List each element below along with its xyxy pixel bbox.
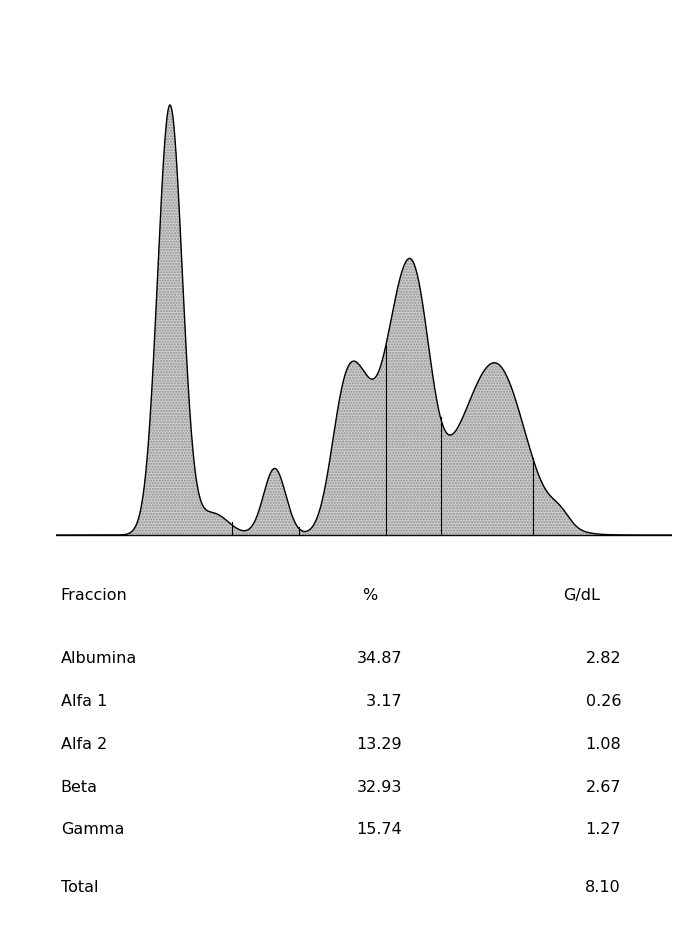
Text: Fraccion: Fraccion [61, 588, 127, 603]
Text: Beta: Beta [61, 780, 98, 795]
Text: 3.17: 3.17 [361, 695, 402, 709]
Text: 15.74: 15.74 [356, 822, 402, 837]
Text: 13.29: 13.29 [356, 737, 402, 752]
Text: Alfa 1: Alfa 1 [61, 695, 107, 709]
Text: G/dL: G/dL [563, 588, 600, 603]
Text: 32.93: 32.93 [357, 780, 402, 795]
Text: Total: Total [61, 880, 98, 895]
Text: 1.27: 1.27 [585, 822, 621, 837]
Text: Gamma: Gamma [61, 822, 124, 837]
Text: 1.08: 1.08 [585, 737, 621, 752]
Text: Albumina: Albumina [61, 651, 137, 666]
Text: 2.82: 2.82 [585, 651, 621, 666]
Text: 8.10: 8.10 [585, 880, 621, 895]
Text: 34.87: 34.87 [356, 651, 402, 666]
Text: %: % [363, 588, 377, 603]
Text: Alfa 2: Alfa 2 [61, 737, 107, 752]
Text: 2.67: 2.67 [585, 780, 621, 795]
Text: 0.26: 0.26 [585, 695, 621, 709]
